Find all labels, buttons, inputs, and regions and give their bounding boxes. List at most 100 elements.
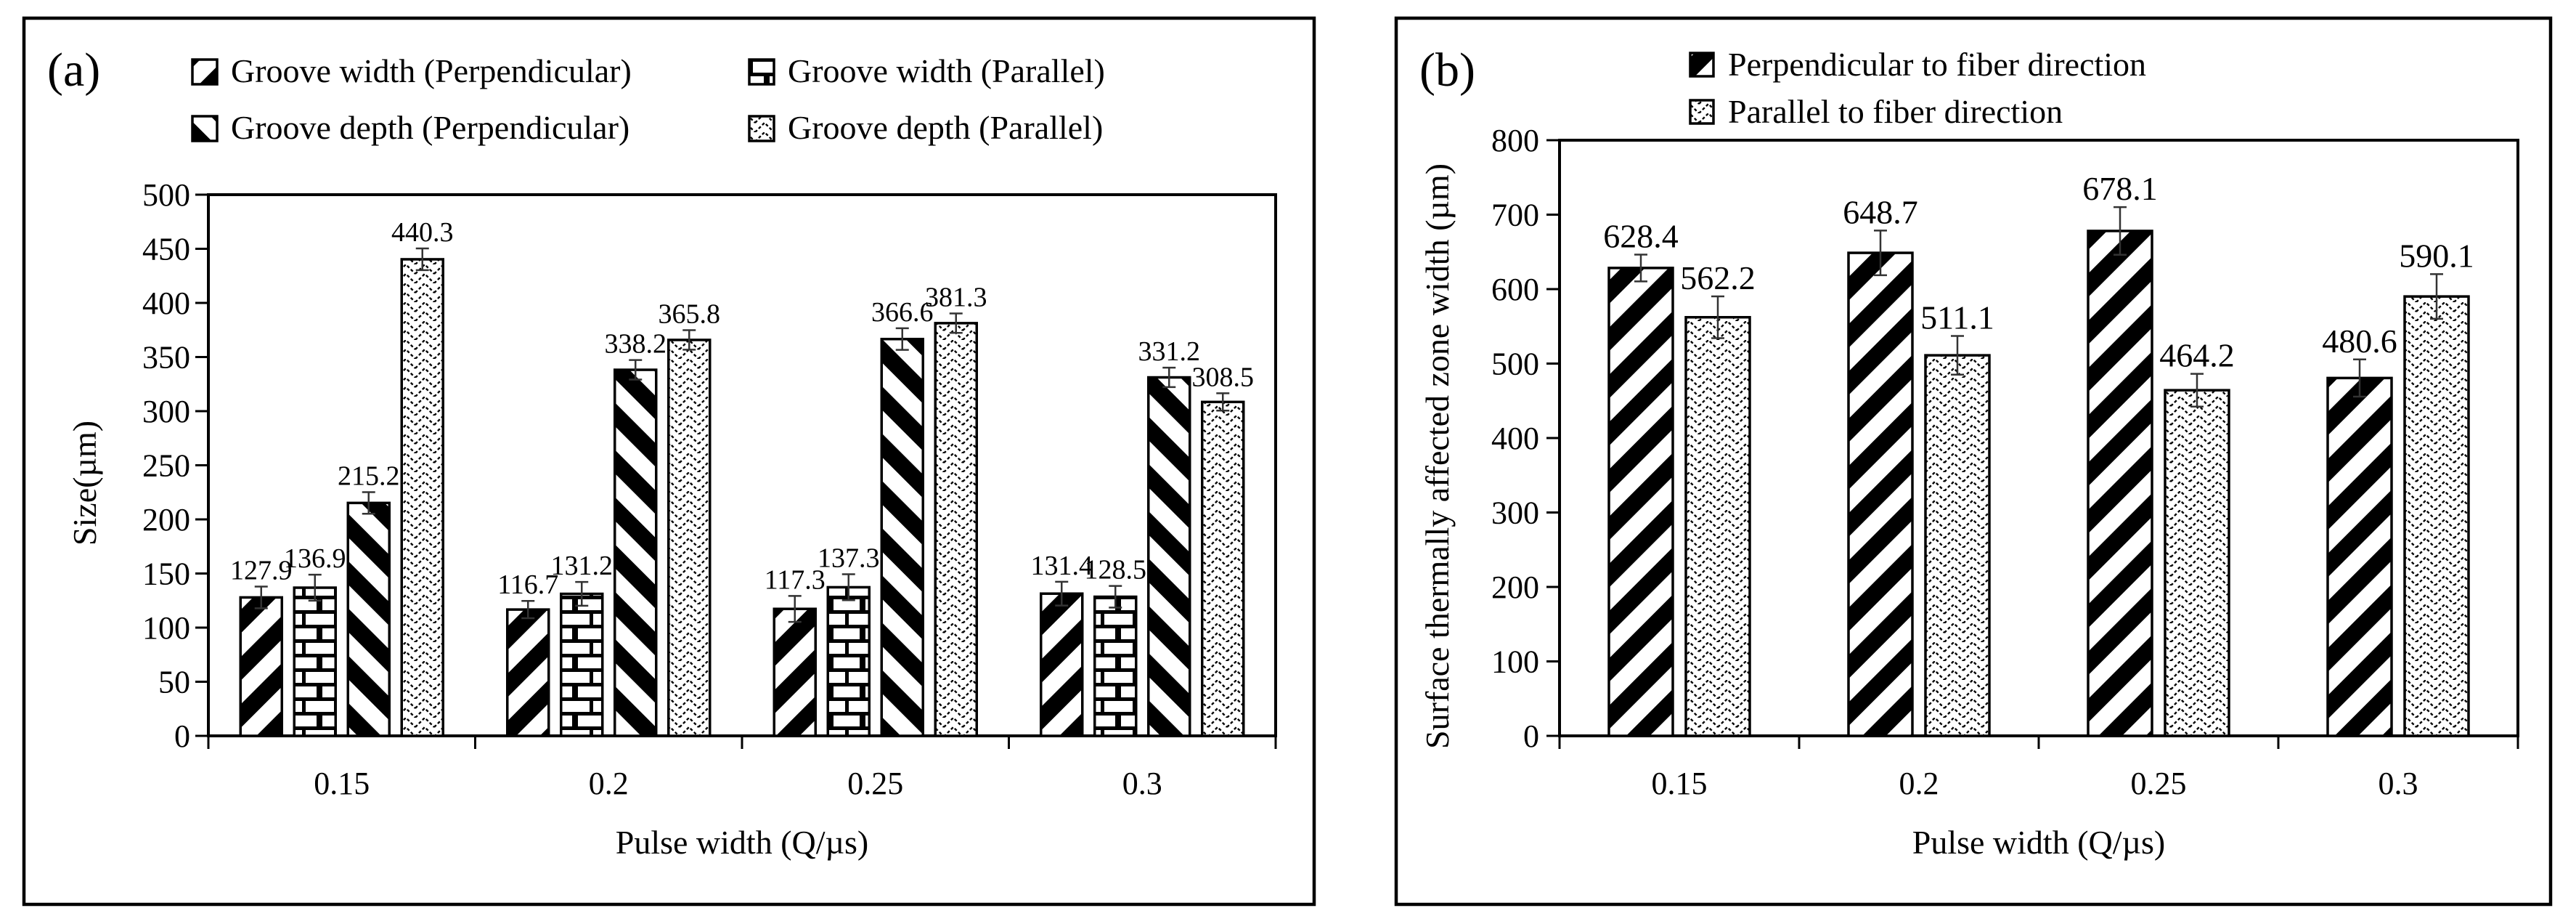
panel-b-x-tick-label: 0.3 <box>2379 766 2418 801</box>
panel-b-y-tick-label: 800 <box>1491 123 1539 158</box>
legend-swatch-perpendicular-to-fiber <box>1689 52 1715 78</box>
legend-label-groove-width-parallel: Groove width (Parallel) <box>788 52 1105 89</box>
panel-b: (b) Perpendicular to fiber direction Par… <box>1394 16 2553 907</box>
panel-a-y-tick-label: 400 <box>142 285 190 321</box>
panel-a-bar-groove-width-perpendicular-0 <box>239 596 283 737</box>
panel-a-x-tick-label: 0.2 <box>589 766 629 801</box>
panel-a-data-label-groove-depth-perpendicular-2: 366.6 <box>871 297 934 328</box>
panel-a-data-label-groove-depth-parallel-2: 381.3 <box>925 282 987 312</box>
panel-a-data-label-groove-depth-parallel-0: 440.3 <box>391 217 454 248</box>
panel-b-x-tick-label: 0.15 <box>1652 766 1708 801</box>
panel-b-data-label-parallel-to-fiber-direction-1: 511.1 <box>1920 299 1994 336</box>
panel-b-legend: Perpendicular to fiber direction Paralle… <box>1689 46 2146 130</box>
panel-a-x-tick-label: 0.3 <box>1122 766 1162 801</box>
panel-a-data-label-groove-width-parallel-1: 131.2 <box>551 551 614 581</box>
panel-a-bar-groove-width-parallel-1 <box>560 592 604 737</box>
panel-a-data-label-groove-width-perpendicular-3: 131.4 <box>1031 551 1093 581</box>
panel-b-y-tick-label: 100 <box>1491 644 1539 680</box>
legend-label-perpendicular-to-fiber: Perpendicular to fiber direction <box>1728 46 2146 83</box>
panel-b-bar-parallel-to-fiber-direction-1 <box>1924 354 1991 737</box>
panel-a-y-tick-label: 50 <box>158 665 190 700</box>
panel-a-bar-groove-width-parallel-3 <box>1093 595 1138 737</box>
panel-b-y-tick-label: 300 <box>1491 495 1539 531</box>
panel-b-y-tick-label: 700 <box>1491 198 1539 233</box>
panel-b-x-tick-label: 0.2 <box>1899 766 1939 801</box>
panel-b-y-tick-label: 200 <box>1491 570 1539 605</box>
panel-a-y-tick-label: 350 <box>142 340 190 376</box>
panel-a-data-label-groove-depth-parallel-1: 365.8 <box>659 299 721 330</box>
panel-b-x-axis-title: Pulse width (Q/µs) <box>1912 824 2166 861</box>
panel-a-data-label-groove-width-parallel-0: 136.9 <box>284 543 346 574</box>
panel-a-legend-item-1: Groove width (Parallel) <box>748 52 1105 89</box>
panel-a-bar-groove-width-parallel-2 <box>826 585 871 737</box>
panel-a-bar-groove-width-perpendicular-2 <box>773 607 817 737</box>
panel-a-y-tick-label: 100 <box>142 610 190 646</box>
panel-a-data-label-groove-width-perpendicular-1: 116.7 <box>497 570 558 600</box>
legend-swatch-groove-width-parallel <box>748 58 775 86</box>
panel-b-y-tick-label: 0 <box>1523 718 1539 754</box>
panel-a-bar-groove-depth-parallel-2 <box>934 322 978 737</box>
panel-a-x-tick-label: 0.25 <box>847 766 903 801</box>
legend-label-groove-depth-perpendicular: Groove depth (Perpendicular) <box>231 109 629 146</box>
panel-b-data-label-parallel-to-fiber-direction-3: 590.1 <box>2399 237 2474 274</box>
panel-a-bar-groove-depth-parallel-1 <box>667 339 712 737</box>
panel-b-bar-perpendicular-to-fiber-direction-3 <box>2326 376 2393 737</box>
panel-b-legend-item-1: Parallel to fiber direction <box>1689 93 2063 130</box>
panel-b-data-label-perpendicular-to-fiber-direction-1: 648.7 <box>1843 193 1918 230</box>
panel-b-data-label-perpendicular-to-fiber-direction-3: 480.6 <box>2322 323 2397 360</box>
legend-label-parallel-to-fiber: Parallel to fiber direction <box>1728 93 2063 130</box>
legend-swatch-groove-depth-parallel <box>748 115 775 142</box>
panel-a-data-label-groove-depth-perpendicular-1: 338.2 <box>605 329 667 360</box>
panel-b-bar-parallel-to-fiber-direction-2 <box>2164 389 2230 737</box>
panel-a-x-tick-label: 0.15 <box>314 766 370 801</box>
panel-b-bar-perpendicular-to-fiber-direction-0 <box>1607 267 1674 737</box>
panel-a-y-tick-label: 500 <box>142 177 190 213</box>
legend-swatch-groove-depth-perpendicular <box>191 115 219 142</box>
panel-a-bar-groove-width-perpendicular-3 <box>1040 592 1084 737</box>
panel-a-bar-groove-depth-perpendicular-0 <box>346 501 391 737</box>
panel-b-axes: 0 100 200 300 400 500 600 700 800 0.15 0.2 0.25 0.3 <box>1491 123 2519 801</box>
panel-a-data-label-groove-width-perpendicular-0: 127.9 <box>230 556 293 586</box>
panel-a-bar-groove-depth-parallel-3 <box>1201 400 1245 737</box>
panel-b-bar-perpendicular-to-fiber-direction-1 <box>1847 251 1914 737</box>
panel-a-y-tick-label: 150 <box>142 556 190 592</box>
panel-a-y-tick-label: 200 <box>142 502 190 538</box>
panel-a-legend-item-3: Groove depth (Parallel) <box>748 109 1103 146</box>
panel-a-bar-groove-depth-perpendicular-2 <box>880 338 924 737</box>
panel-a-data-label-groove-width-perpendicular-2: 117.3 <box>765 564 826 595</box>
panel-a-y-tick-label: 300 <box>142 394 190 429</box>
panel-b-bar-perpendicular-to-fiber-direction-2 <box>2087 230 2153 737</box>
panel-a-bar-groove-depth-perpendicular-3 <box>1147 376 1191 737</box>
legend-swatch-groove-width-perpendicular <box>191 58 219 86</box>
panel-a-y-tick-label: 250 <box>142 448 190 484</box>
panel-a-bar-groove-width-parallel-0 <box>293 586 337 737</box>
panel-a-bar-groove-width-perpendicular-1 <box>506 608 550 737</box>
legend-swatch-parallel-to-fiber <box>1689 99 1715 125</box>
panel-a-axes: 0 50 100 150 200 250 300 350 400 450 500 0.15 0.2 0.2… <box>142 177 1277 801</box>
panel-b-bar-parallel-to-fiber-direction-3 <box>2403 295 2470 737</box>
panel-b-data-label-perpendicular-to-fiber-direction-0: 628.4 <box>1603 217 1679 254</box>
panel-a-y-tick-label: 0 <box>174 718 190 754</box>
panel-b-label: (b) <box>1419 44 1475 97</box>
panel-b-x-tick-label: 0.25 <box>2131 766 2187 801</box>
panel-a-data-label-groove-width-parallel-3: 128.5 <box>1085 555 1147 585</box>
panel-a-x-axis-title: Pulse width (Q/µs) <box>616 824 869 861</box>
panel-a-bar-groove-depth-parallel-0 <box>400 258 444 737</box>
panel-b-y-tick-label: 600 <box>1491 272 1539 307</box>
panel-a-legend-item-2: Groove depth (Perpendicular) <box>191 109 629 146</box>
panel-b-legend-item-0: Perpendicular to fiber direction <box>1689 46 2146 83</box>
panel-b-data-label-parallel-to-fiber-direction-0: 562.2 <box>1680 259 1756 296</box>
panel-b-y-tick-label: 400 <box>1491 421 1539 456</box>
panel-b-bar-parallel-to-fiber-direction-0 <box>1684 315 1751 737</box>
panel-b-y-axis-title: Surface thermally affected zone width (µ… <box>1419 163 1456 749</box>
panel-a: (a) Groove width (Perpendicular) Groove … <box>22 16 1316 907</box>
panel-a-label: (a) <box>47 44 100 97</box>
panel-a-data-label-groove-width-parallel-2: 137.3 <box>818 543 880 574</box>
legend-label-groove-depth-parallel: Groove depth (Parallel) <box>788 109 1103 146</box>
legend-label-groove-width-perpendicular: Groove width (Perpendicular) <box>231 52 632 89</box>
panel-a-data-label-groove-depth-perpendicular-0: 215.2 <box>338 461 400 491</box>
panel-a-legend: Groove width (Perpendicular) Groove widt… <box>191 52 1105 146</box>
